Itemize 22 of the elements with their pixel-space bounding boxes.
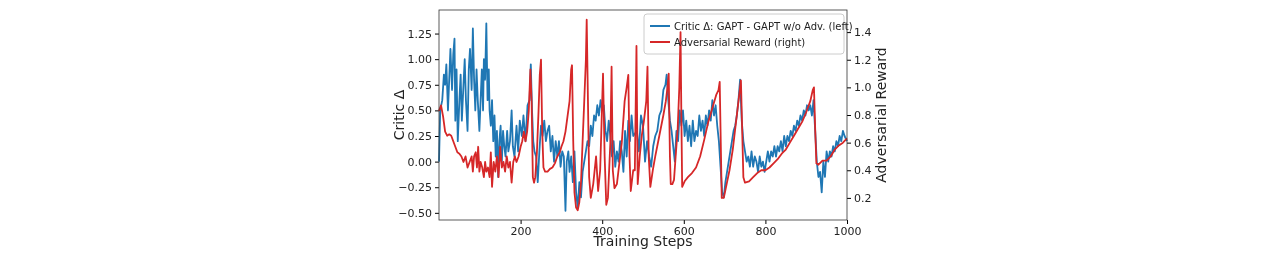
y2-tick-label: 0.8 xyxy=(854,109,872,123)
y-tick-label: 1.25 xyxy=(407,27,432,41)
y-axis-title: Critic Δ xyxy=(391,89,407,141)
y2-tick-label: 0.2 xyxy=(854,191,872,205)
y-tick-label: 0.00 xyxy=(407,155,432,169)
x-tick-label: 1000 xyxy=(833,224,862,238)
y2-tick-label: 1.4 xyxy=(854,26,872,40)
y-tick-label: 0.25 xyxy=(407,130,432,144)
y-tick-label: 0.75 xyxy=(407,78,432,92)
y-tick-label: 1.00 xyxy=(407,53,432,67)
y-tick-label: −0.25 xyxy=(398,181,432,195)
y-tick-label: 0.50 xyxy=(407,104,432,118)
y2-tick-label: 0.6 xyxy=(854,136,872,150)
y-tick-label: −0.50 xyxy=(398,206,432,220)
x-tick-label: 800 xyxy=(755,224,777,238)
legend-label: Critic Δ: GAPT - GAPT w/o Adv. (left) xyxy=(674,21,853,32)
x-tick-label: 600 xyxy=(673,224,695,238)
y2-axis-title: Adversarial Reward xyxy=(873,47,889,183)
x-tick-label: 200 xyxy=(510,224,532,238)
y2-tick-label: 1.2 xyxy=(854,53,872,67)
y2-tick-label: 1.0 xyxy=(854,81,872,95)
y2-tick-label: 0.4 xyxy=(854,164,872,178)
